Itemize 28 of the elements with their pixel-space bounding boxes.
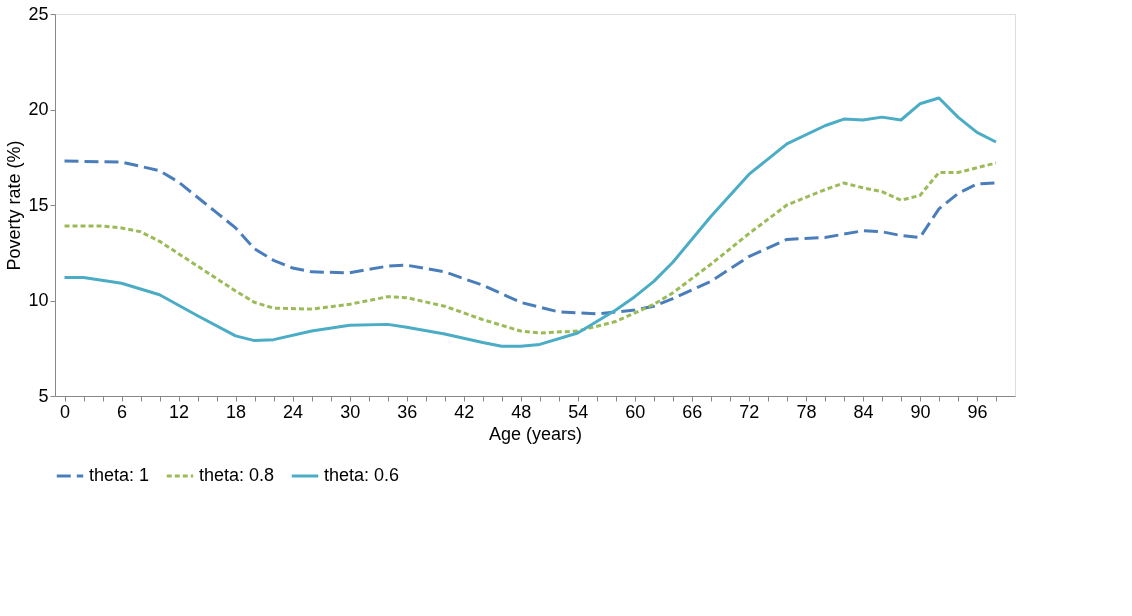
x-tick-label: 60 bbox=[625, 401, 646, 422]
y-tick-label: 10 bbox=[28, 290, 49, 310]
x-tick-label: 54 bbox=[568, 401, 589, 422]
x-axis-title: Age (years) bbox=[488, 423, 583, 444]
y-tick-label: 5 bbox=[38, 385, 49, 406]
legend-label: theta: 1 bbox=[89, 465, 150, 485]
x-tick-label: 78 bbox=[796, 401, 817, 422]
x-tick-label: 0 bbox=[60, 401, 71, 422]
y-tick-label: 20 bbox=[28, 99, 49, 119]
x-tick-label: 72 bbox=[739, 401, 760, 422]
line-series bbox=[63, 96, 998, 348]
y-tick-label: 15 bbox=[28, 194, 49, 215]
x-tick-label: 30 bbox=[340, 401, 361, 422]
x-tick-label: 36 bbox=[397, 401, 418, 422]
x-tick-label: 24 bbox=[283, 401, 304, 422]
x-tick-label: 84 bbox=[853, 401, 874, 422]
x-tick-label: 66 bbox=[682, 401, 703, 422]
x-tick-label: 48 bbox=[511, 401, 532, 422]
legend-label: theta: 0.8 bbox=[199, 465, 275, 485]
x-tick-label: 12 bbox=[169, 401, 190, 422]
legend-label: theta: 0.6 bbox=[324, 465, 400, 485]
y-tick-label: 25 bbox=[28, 3, 49, 24]
x-tick-label: 6 bbox=[117, 401, 128, 422]
y-axis-title: Poverty rate (%) bbox=[4, 140, 25, 271]
x-tick-label: 18 bbox=[226, 401, 247, 422]
x-tick-label: 90 bbox=[910, 401, 931, 422]
x-tick-label: 96 bbox=[967, 401, 988, 422]
x-tick-label: 42 bbox=[454, 401, 475, 422]
